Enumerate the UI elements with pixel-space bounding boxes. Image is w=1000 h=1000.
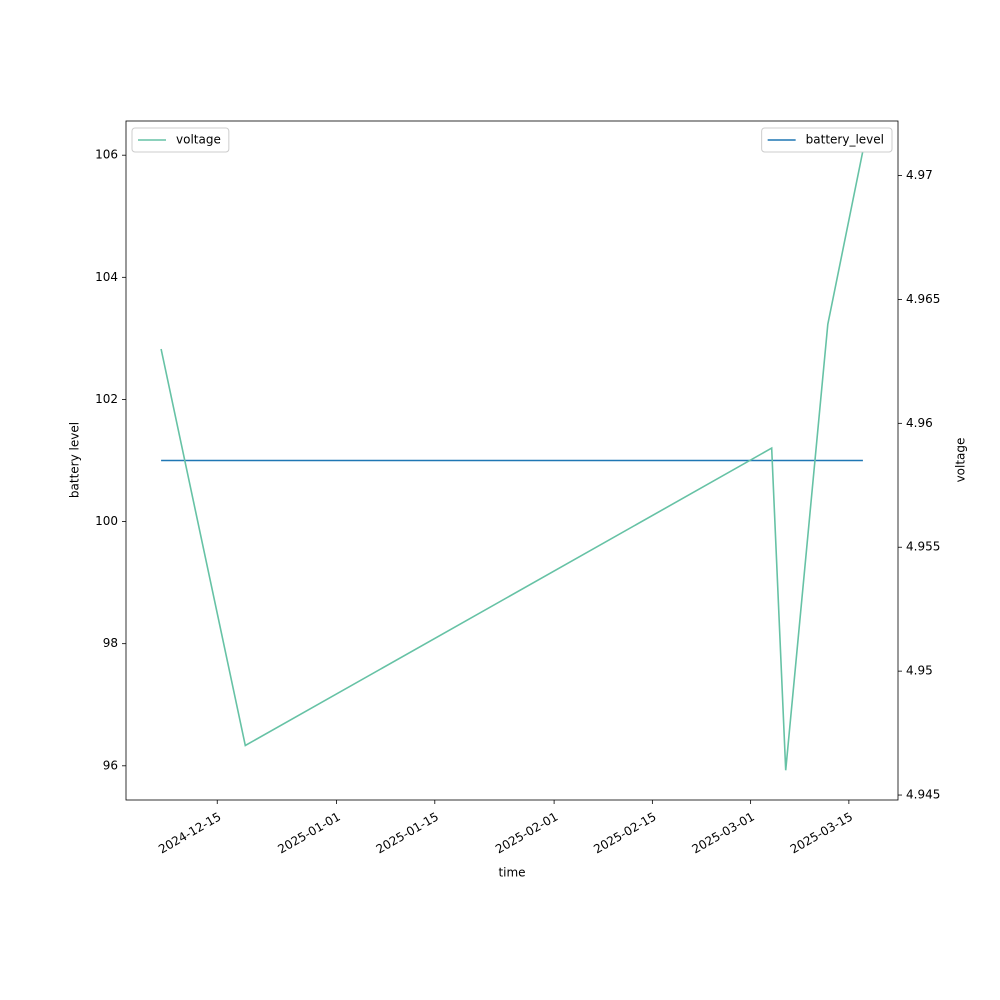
y2-axis-label: voltage — [954, 438, 968, 483]
y-axis-label: battery level — [68, 422, 82, 498]
y-tick-label: 98 — [103, 636, 118, 650]
y2-tick-label: 4.97 — [906, 168, 933, 182]
y-tick-label: 102 — [95, 392, 118, 406]
x-tick-label: 2024-12-15 — [156, 810, 223, 857]
y-tick-label: 104 — [95, 270, 118, 284]
legend: voltage — [131, 127, 230, 153]
x-tick-label: 2025-03-01 — [689, 810, 756, 857]
x-tick-label: 2025-01-15 — [374, 810, 441, 857]
legend-label: battery_level — [806, 133, 884, 147]
y2-tick-label: 4.955 — [906, 540, 940, 554]
legend-label: voltage — [176, 133, 221, 147]
line-series — [160, 150, 864, 771]
x-tick-label: 2025-02-15 — [591, 810, 658, 857]
x-tick-label: 2025-02-01 — [493, 810, 560, 857]
y2-tick-label: 4.965 — [906, 292, 940, 306]
y-tick-label: 106 — [95, 148, 118, 162]
legend-box — [131, 127, 230, 153]
y-tick-label: 96 — [103, 758, 118, 772]
x-tick-label: 2025-03-15 — [788, 810, 855, 857]
x-tick-label: 2025-01-01 — [275, 810, 342, 857]
y2-tick-label: 4.96 — [906, 416, 933, 430]
y2-tick-label: 4.95 — [906, 664, 933, 678]
y-tick-label: 100 — [95, 514, 118, 528]
y2-tick-label: 4.945 — [906, 788, 940, 802]
legend: battery_level — [761, 127, 893, 153]
x-axis-label: time — [498, 866, 525, 880]
plot-frame — [125, 120, 899, 801]
legend-box — [761, 127, 893, 153]
